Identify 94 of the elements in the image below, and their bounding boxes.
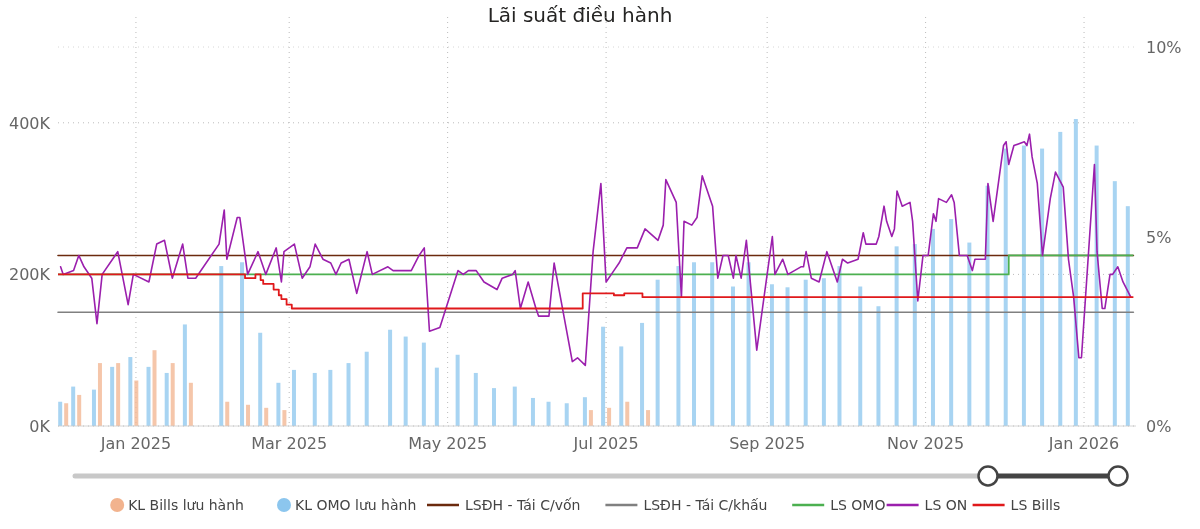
- bar: [769, 284, 774, 426]
- bar: [692, 262, 697, 426]
- bar: [1003, 148, 1008, 426]
- bar: [858, 286, 863, 426]
- bar: [264, 407, 269, 426]
- bar: [276, 382, 281, 426]
- bar: [116, 363, 121, 426]
- bar: [1073, 119, 1078, 426]
- bar: [625, 401, 630, 426]
- bar: [588, 410, 593, 426]
- bar: [110, 366, 115, 426]
- bar: [364, 351, 369, 426]
- bar: [640, 322, 645, 426]
- bar: [421, 342, 426, 426]
- bar: [91, 389, 96, 426]
- bar: [530, 397, 535, 426]
- bar: [607, 407, 612, 426]
- bar: [77, 394, 82, 426]
- bar: [473, 372, 478, 426]
- bar: [1021, 145, 1026, 426]
- y-tick-label: 400K: [8, 113, 51, 133]
- bar: [291, 369, 296, 426]
- line-series: [59, 133, 1132, 367]
- bar: [1040, 148, 1045, 426]
- bar: [146, 366, 151, 426]
- bar: [730, 286, 735, 426]
- bar: [676, 266, 681, 426]
- bar: [225, 401, 230, 426]
- y-tick-label: 0K: [29, 417, 51, 436]
- bar: [152, 350, 157, 426]
- legend-label: LS OMO: [830, 497, 886, 513]
- bar: [1112, 181, 1117, 426]
- legend-label: LSĐH - Tái C/khấu: [643, 497, 768, 513]
- x-tick-label: Nov 2025: [887, 434, 965, 453]
- bar: [949, 219, 954, 426]
- bar: [546, 401, 551, 426]
- bar: [967, 242, 972, 426]
- bar: [328, 369, 333, 426]
- y2-tick-label: 10%: [1146, 38, 1182, 57]
- bar: [182, 324, 187, 426]
- bar: [876, 306, 881, 426]
- x-tick-label: Jan 2026: [1047, 434, 1120, 453]
- bar: [434, 367, 439, 426]
- bar: [512, 386, 517, 426]
- x-tick-label: Jan 2025: [99, 434, 172, 453]
- bar: [1058, 131, 1063, 426]
- legend-label: KL Bills lưu hành: [128, 497, 244, 513]
- x-tick-label: May 2025: [408, 434, 488, 453]
- legend-label: LS Bills: [1010, 497, 1061, 513]
- bar: [601, 326, 606, 426]
- bar: [894, 246, 899, 426]
- bar: [128, 357, 133, 426]
- bar: [58, 401, 63, 426]
- chart-title: Lãi suất điều hành: [487, 3, 673, 27]
- bar: [564, 403, 569, 426]
- bar: [258, 332, 263, 426]
- bar: [455, 354, 460, 426]
- x-tick-label: Sep 2025: [729, 434, 806, 453]
- bar: [71, 386, 76, 426]
- bar: [710, 262, 715, 426]
- legend-label: KL OMO lưu hành: [295, 497, 417, 513]
- bar: [170, 363, 175, 426]
- legend-label: LS ON: [924, 497, 968, 513]
- x-tick-label: Mar 2025: [251, 434, 328, 453]
- bar: [240, 262, 245, 426]
- bar: [655, 279, 660, 426]
- y-tick-label: 200K: [8, 265, 51, 285]
- bar: [646, 410, 651, 426]
- bar: [97, 363, 102, 426]
- bar: [619, 346, 624, 426]
- bar: [246, 404, 251, 426]
- bar: [64, 403, 69, 426]
- bar: [746, 262, 751, 426]
- bar: [188, 382, 193, 426]
- bar: [219, 266, 224, 426]
- bar: [803, 279, 808, 426]
- bar: [312, 372, 317, 426]
- bar: [930, 228, 935, 426]
- bar: [785, 287, 790, 426]
- bar: [1125, 206, 1130, 426]
- bar: [491, 388, 496, 426]
- y2-tick-label: 0%: [1146, 417, 1172, 436]
- bar: [388, 329, 393, 426]
- bar: [821, 278, 826, 426]
- bar: [582, 397, 587, 426]
- bar: [164, 372, 169, 426]
- bar: [837, 266, 842, 426]
- x-tick-label: Jul 2025: [572, 434, 639, 453]
- bar: [403, 336, 408, 426]
- y2-tick-label: 5%: [1146, 227, 1172, 247]
- bar: [282, 410, 287, 426]
- bar: [346, 363, 351, 426]
- bar: [134, 380, 139, 426]
- legend-label: LSĐH - Tái C/vốn: [465, 497, 581, 513]
